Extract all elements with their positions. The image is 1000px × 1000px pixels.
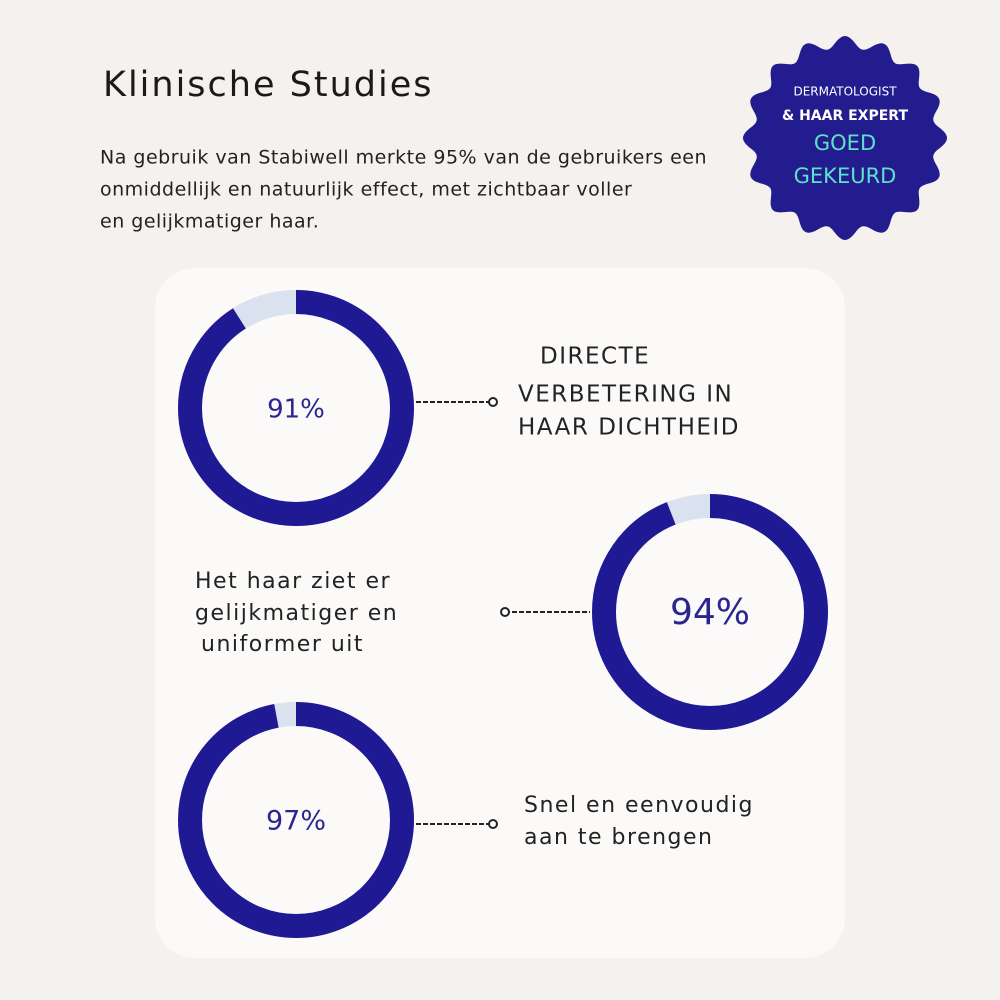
donut-label: 91%: [267, 395, 325, 425]
intro-line: Na gebruik van Stabiwell merkte 95% van …: [100, 147, 707, 169]
annotation-line: HAAR DICHTHEID: [518, 415, 740, 441]
connector-dot: [500, 607, 510, 617]
annotation-line: gelijkmatiger en: [195, 601, 398, 626]
badge-text: GEKEURD: [794, 164, 897, 188]
donut-label: 94%: [670, 592, 750, 633]
donut-arc: [178, 290, 414, 526]
badge: DERMATOLOGIST & HAAR EXPERT GOED GEKEURD: [743, 36, 947, 240]
charts: 91% DIRECTE VERBETERING IN HAAR DICHTHEID 94…: [178, 290, 828, 938]
annotation-line: Snel en eenvoudig: [524, 793, 754, 818]
connector-dot: [488, 819, 498, 829]
annotation-line: Het haar ziet er: [195, 569, 391, 594]
card: [155, 268, 845, 958]
annotation-line: uniformer uit: [201, 632, 364, 657]
intro-line: onmiddellijk en natuurlijk effect, met z…: [100, 179, 632, 201]
donut-arc: [592, 494, 828, 730]
badge-seal: [743, 36, 947, 240]
connector-dot: [488, 397, 498, 407]
intro-line: en gelijkmatiger haar.: [100, 211, 319, 233]
annotation-line: VERBETERING IN: [518, 382, 733, 408]
donut-label: 97%: [266, 806, 326, 837]
annotation-line: DIRECTE: [540, 344, 650, 370]
title: Klinische Studies: [103, 65, 433, 105]
donut-arc: [178, 702, 414, 938]
badge-text: DERMATOLOGIST: [793, 85, 897, 99]
badge-text: GOED: [814, 131, 876, 155]
annotation-line: aan te brengen: [524, 825, 714, 850]
badge-text: & HAAR EXPERT: [782, 108, 908, 124]
